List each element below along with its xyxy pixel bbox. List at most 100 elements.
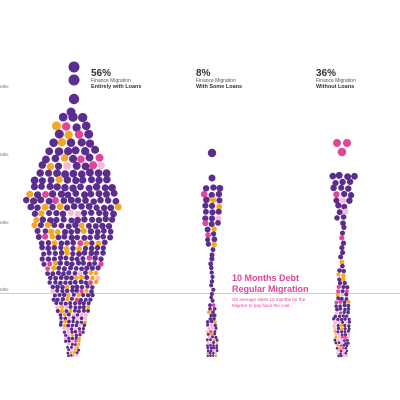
swarm-dot (70, 203, 78, 210)
swarm-dot (58, 222, 65, 229)
swarm-dot (74, 227, 81, 235)
swarm-dot (81, 293, 86, 298)
swarm-dot (61, 183, 69, 192)
swarm-dot (341, 203, 348, 210)
swarm-dot (81, 301, 86, 306)
swarm-dot (81, 308, 86, 313)
swarm-dot (209, 283, 214, 288)
swarm-dot (88, 250, 95, 257)
swarm-dot (80, 209, 88, 217)
swarm-dot (340, 341, 344, 345)
swarm-dot (86, 305, 91, 310)
swarm-dot (27, 203, 35, 211)
swarm-dot (94, 228, 101, 235)
swarm-dot (83, 320, 87, 325)
swarm-dot (347, 320, 352, 324)
swarm-dot (334, 300, 339, 305)
debt-annotation: 10 Months Debt Regular Migration On aver… (232, 273, 309, 308)
swarm-dot (72, 123, 81, 132)
swarm-dot (66, 345, 69, 349)
swarm-dot (341, 284, 346, 290)
swarm-dot (339, 349, 343, 353)
swarm-dot (77, 348, 81, 352)
swarm-dot (41, 155, 50, 164)
swarm-dot (79, 320, 84, 325)
swarm-dot (49, 138, 58, 148)
swarm-dot (45, 271, 50, 276)
swarm-dot (205, 232, 211, 238)
swarm-dot (108, 184, 116, 192)
swarm-dot (77, 339, 81, 343)
swarm-dot (343, 139, 351, 147)
swarm-dot (77, 305, 82, 310)
swarm-dot (339, 296, 344, 301)
swarm-dot (93, 204, 100, 211)
swarm-dot (210, 231, 217, 237)
swarm-dot (95, 240, 102, 247)
annotation-text-line2: Migrant to pay back the cost. (232, 303, 291, 308)
swarm-dot (45, 256, 52, 262)
swarm-dot (100, 245, 106, 251)
swarm-dot (82, 323, 87, 328)
swarm-dot (71, 146, 80, 155)
swarm-dot (42, 228, 49, 234)
swarm-dot (99, 222, 106, 230)
swarm-dot (79, 312, 84, 317)
swarm-dot (73, 309, 77, 313)
swarm-dot (212, 313, 217, 318)
swarm-dot (338, 304, 342, 309)
swarm-dot (76, 251, 82, 257)
swarm-dot (41, 261, 47, 267)
swarm-dot (343, 333, 348, 337)
swarm-dot (26, 190, 34, 198)
swarm-dot (347, 336, 350, 339)
group-label-line2: With Some Loans (196, 84, 242, 90)
swarm-dot (58, 275, 64, 281)
swarm-dot (54, 300, 59, 306)
swarm-dot (61, 228, 69, 236)
swarm-dot (66, 330, 70, 334)
swarm-dot (51, 222, 58, 229)
swarm-dot (95, 216, 103, 224)
swarm-dot (70, 285, 75, 290)
swarm-dot (345, 344, 349, 348)
swarm-dot (209, 349, 213, 353)
swarm-dot (84, 275, 90, 280)
swarm-dot (51, 240, 58, 246)
swarm-loans-entirely (23, 61, 122, 358)
swarm-dot (207, 326, 211, 331)
swarm-dot (67, 280, 73, 286)
swarm-dot (206, 354, 210, 358)
swarm-dot (340, 333, 344, 337)
swarm-dot (214, 352, 218, 355)
swarm-dot (339, 317, 344, 322)
swarm-dot (31, 222, 38, 229)
group-percent: 56% (91, 68, 111, 79)
swarm-dot (70, 323, 75, 328)
swarm-dot (74, 288, 80, 293)
swarm-dot (78, 274, 85, 280)
swarm-dot (208, 221, 215, 228)
swarm-dot (333, 326, 337, 331)
swarm-dot (80, 260, 87, 266)
swarm-dot (342, 343, 346, 347)
swarm-dot (81, 162, 90, 171)
swarm-dot (340, 289, 345, 294)
swarm-dot (54, 162, 63, 170)
swarm-dot (75, 316, 79, 321)
swarm-dot (39, 216, 47, 223)
swarm-dot (94, 245, 101, 251)
swarm-dot (45, 245, 52, 252)
swarm-dot (338, 347, 342, 351)
swarm-dot (81, 327, 86, 331)
swarm-dot (212, 341, 216, 344)
swarm-dot (336, 326, 341, 331)
swarm-dot (69, 261, 75, 267)
swarm-dot (340, 276, 346, 282)
swarm-dot (112, 197, 120, 205)
swarm-dot (69, 296, 74, 301)
swarm-dot (53, 183, 61, 191)
group-label-line2: Without Loans (316, 84, 354, 90)
swarm-dot (336, 338, 340, 342)
swarm-dot (63, 280, 68, 285)
